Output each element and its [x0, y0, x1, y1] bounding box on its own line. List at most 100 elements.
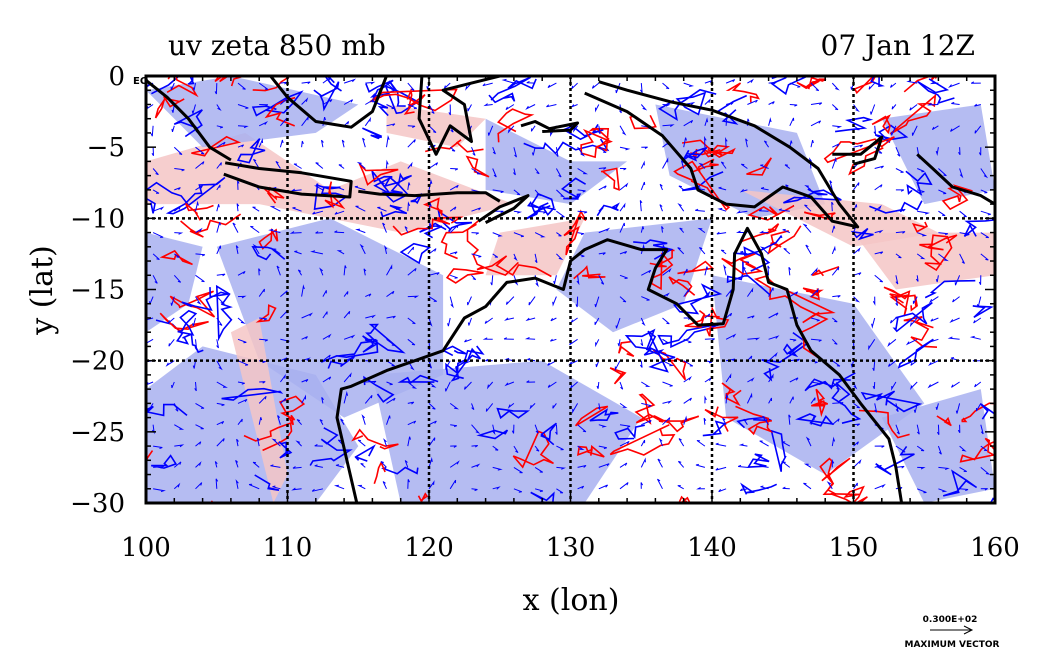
wind-vector: [831, 104, 839, 111]
wind-vector: [386, 134, 390, 148]
negative-contour: [869, 200, 923, 214]
wind-vector: [640, 181, 646, 191]
positive-contour: [609, 424, 676, 456]
wind-vector: [428, 457, 433, 468]
wind-vector: [258, 288, 265, 297]
wind-vector: [639, 360, 643, 368]
wind-vector: [802, 223, 812, 233]
wind-vector: [492, 189, 504, 194]
wind-vector: [335, 464, 345, 468]
negative-contour: [151, 76, 195, 95]
wind-vector: [216, 141, 226, 148]
wind-vector: [641, 146, 648, 149]
positive-contour: [811, 265, 840, 277]
wind-vector: [525, 104, 536, 111]
wind-vector: [153, 488, 166, 493]
wind-vector: [195, 296, 202, 305]
wind-vector: [343, 356, 355, 362]
wind-vector: [970, 81, 981, 84]
wind-vector: [659, 204, 663, 212]
wind-vector: [279, 373, 286, 383]
wind-vector: [853, 182, 860, 191]
negative-contour: [870, 76, 885, 88]
wind-vector: [259, 381, 266, 384]
positive-contour: [691, 158, 719, 173]
negative-contour: [441, 345, 467, 357]
wind-vector: [831, 82, 840, 91]
wind-vector: [319, 267, 324, 276]
wind-vector: [778, 208, 790, 212]
positive-contour: [588, 127, 610, 152]
wind-vector: [657, 458, 663, 468]
wind-vector: [534, 466, 543, 473]
wind-vector: [237, 418, 243, 426]
wind-vector: [658, 437, 663, 447]
wind-vector: [619, 296, 627, 303]
wind-vector: [174, 205, 182, 212]
positive-contour: [373, 460, 386, 484]
wind-vector: [640, 317, 646, 327]
wind-vector: [874, 483, 886, 490]
wind-vector: [768, 397, 772, 404]
wind-vector: [449, 146, 456, 152]
wind-vector: [788, 414, 791, 425]
wind-vector: [556, 445, 564, 451]
wind-vector: [874, 184, 883, 191]
wind-vector: [534, 189, 542, 197]
wind-vector: [831, 317, 838, 323]
negative-contour: [254, 474, 280, 491]
wind-vector: [364, 394, 373, 404]
positive-contour: [848, 147, 884, 176]
positive-contour: [214, 76, 247, 87]
positive-contour: [255, 304, 277, 323]
wind-vector: [746, 392, 753, 404]
wind-vector: [386, 82, 395, 91]
wind-vector: [952, 296, 960, 303]
wind-vector: [595, 339, 600, 348]
y-axis-label: y (lat): [25, 245, 60, 335]
negative-contour: [383, 172, 412, 188]
wind-vector: [598, 206, 604, 212]
wind-vector: [343, 121, 350, 127]
wind-vector: [679, 227, 685, 233]
wind-vector: [550, 338, 557, 342]
wind-vector: [195, 185, 203, 191]
wind-vector: [237, 360, 249, 366]
wind-vector: [301, 97, 309, 105]
wind-vector: [377, 206, 387, 212]
positive-contour: [664, 415, 700, 433]
wind-vector: [980, 168, 989, 179]
wind-vector: [505, 104, 515, 111]
positive-contour: [803, 211, 836, 221]
wind-vector: [513, 232, 524, 238]
wind-vector: [547, 381, 557, 388]
wind-vector: [216, 104, 222, 112]
positive-contour: [959, 440, 995, 463]
wind-vector: [895, 168, 904, 173]
wind-vector: [215, 478, 219, 489]
wind-vector: [513, 189, 521, 196]
wind-vector: [619, 125, 627, 136]
positive-contour: [936, 415, 952, 427]
wind-vector: [720, 161, 727, 169]
wind-vector: [640, 457, 646, 468]
wind-vector: [237, 270, 246, 276]
wind-vector: [428, 104, 435, 114]
positive-contour: [497, 108, 535, 143]
wind-vector: [237, 125, 249, 129]
wind-vector: [365, 81, 376, 85]
negative-contour: [362, 127, 383, 140]
wind-vector: [760, 164, 769, 169]
wind-vector: [492, 424, 496, 436]
wind-vector: [553, 275, 557, 285]
tick-marks: [145, 75, 996, 504]
wind-vector: [153, 465, 166, 469]
wind-vector: [573, 125, 579, 133]
vector-legend-value: 0.300E+02: [923, 615, 978, 625]
wind-vector: [428, 272, 440, 276]
wind-vector: [789, 82, 801, 88]
negative-contour: [770, 429, 787, 472]
wind-vector: [938, 189, 947, 195]
positive-contour: [725, 82, 761, 103]
wind-vector: [938, 168, 947, 177]
